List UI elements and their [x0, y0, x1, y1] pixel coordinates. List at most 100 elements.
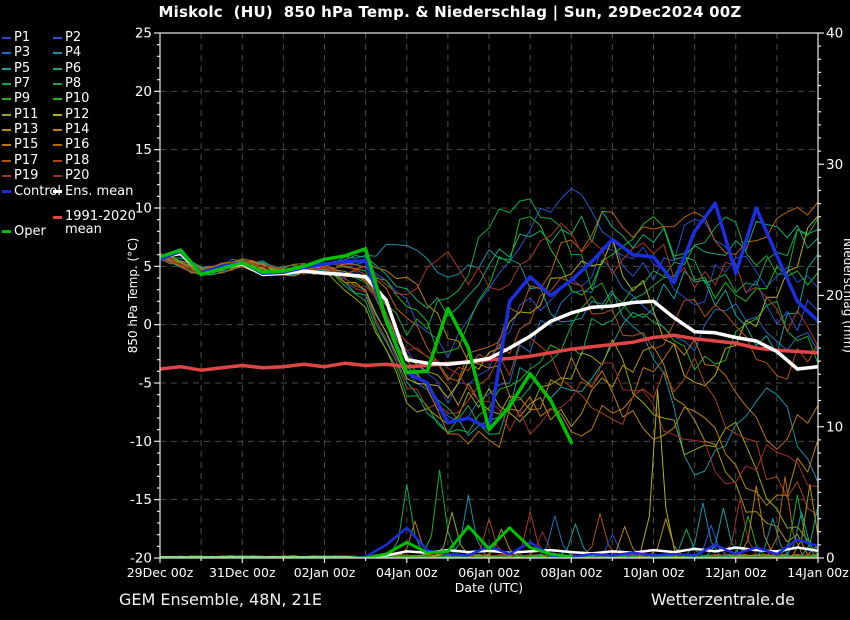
legend-swatch-icon	[2, 67, 11, 70]
legend-label: P8	[65, 76, 82, 92]
legend-label: P5	[14, 60, 31, 76]
x-axis-title: Date (UTC)	[455, 580, 523, 595]
precip-spike-P17	[581, 512, 619, 558]
legend-swatch-icon	[2, 98, 11, 101]
legend-swatch-icon	[2, 113, 11, 116]
x-tick-label: 14Jan 00z	[787, 565, 849, 580]
left-tick-label: -10	[130, 434, 152, 450]
legend-swatch-icon	[2, 83, 11, 86]
legend-label: Oper	[14, 224, 46, 239]
legend-swatch-icon	[53, 52, 62, 55]
legend-label: P2	[65, 30, 82, 45]
legend-swatch-icon	[2, 159, 11, 162]
legend-label: Ens. mean	[65, 183, 134, 199]
legend-label: P6	[65, 60, 82, 76]
precip-spike-P16	[766, 476, 805, 558]
oper-precip-line	[160, 525, 573, 558]
ensemble-legend: P1 P3 P5 P7 P9 P11 P13 P15 P17 P19 Control Oper P2 P4…	[0, 0, 155, 250]
precip-spike-P13	[646, 518, 685, 558]
axis-titles: 850 hPa Temp. (°C) Niederschlag (mm) Date …	[126, 238, 850, 595]
model-location-label: GEM Ensemble, 48N, 21E	[119, 590, 322, 609]
left-tick-label: 0	[143, 317, 152, 333]
legend-label: 1991-2020 mean	[65, 209, 136, 237]
legend-label: P16	[65, 137, 90, 153]
x-tick-label: 06Jan 00z	[458, 565, 520, 580]
source-watermark: Wetterzentrale.de	[650, 590, 795, 609]
legend-label: P18	[65, 152, 90, 168]
legend-swatch-icon	[53, 113, 62, 116]
right-tick-label: 30	[826, 157, 843, 173]
axis-tick-labels: 25 20 15 10 5 0 -5 -10 -15 -20 40 30 20 10 0 29Dec 00z 3…	[127, 26, 850, 581]
left-tick-label: 25	[135, 26, 152, 42]
precip-spike-P20	[523, 531, 562, 558]
legend-swatch-icon	[53, 216, 62, 219]
legend-swatch-icon	[2, 175, 11, 178]
precip-spike-P4	[449, 494, 488, 558]
x-tick-label: 08Jan 00z	[540, 565, 602, 580]
plot-area	[160, 188, 818, 558]
temp-line-P19	[160, 222, 818, 347]
legend-swatch-icon	[2, 189, 11, 193]
x-tick-label: 04Jan 00z	[376, 565, 438, 580]
legend-label: P9	[14, 91, 31, 107]
legend-label: P10	[65, 91, 90, 107]
gridlines	[160, 33, 818, 558]
temp-line-P9	[160, 253, 818, 434]
legend-label: P15	[14, 137, 39, 153]
right-tick-label: 0	[826, 551, 835, 567]
precip-spike-P13	[790, 484, 818, 558]
left-tick-label: 15	[135, 142, 152, 158]
left-axis-title: 850 hPa Temp. (°C)	[126, 238, 140, 354]
legend-label: P17	[14, 152, 39, 168]
legend-swatch-icon	[53, 175, 62, 178]
legend-swatch-icon	[2, 129, 11, 132]
oper-line	[160, 247, 574, 445]
legend-label: P14	[65, 122, 90, 138]
temp-line-P16	[160, 201, 818, 382]
left-tick-label: -15	[130, 492, 152, 508]
x-tick-label: 02Jan 00z	[294, 565, 356, 580]
legend-swatch-icon	[2, 144, 11, 147]
left-tick-label: 10	[135, 201, 152, 217]
legend-label: P3	[14, 45, 31, 61]
left-tick-label: 20	[135, 84, 152, 100]
legend-label: P13	[14, 122, 39, 138]
legend-label: P20	[65, 168, 90, 184]
legend-swatch-icon	[53, 129, 62, 132]
legend-swatch-icon	[53, 37, 62, 39]
legend-label: P4	[65, 45, 82, 61]
legend-label: P1	[14, 30, 31, 45]
precip-spike-P9	[420, 469, 459, 558]
legend-label: P11	[14, 106, 39, 122]
temp-line-P10	[160, 216, 818, 354]
x-tick-label: 10Jan 00z	[623, 565, 685, 580]
legend-swatch-icon	[53, 67, 62, 70]
temp-line-P6	[160, 210, 818, 317]
precip-baseline-P15	[160, 554, 818, 558]
x-tick-label: 31Dec 00z	[209, 565, 276, 580]
legend-label: P19	[14, 168, 39, 184]
control-precip-line	[160, 526, 818, 558]
precip-spike-P14	[737, 485, 776, 558]
right-tick-label: 40	[826, 26, 843, 42]
temp-line-P14	[160, 256, 818, 506]
legend-swatch-icon	[53, 159, 62, 162]
x-tick-label: 29Dec 00z	[127, 565, 194, 580]
legend-label: P12	[65, 106, 90, 122]
legend-label: Control	[14, 183, 61, 199]
left-tick-label: -20	[130, 551, 152, 567]
chart-title: Miskolc (HU) 850 hPa Temp. & Niederschla…	[158, 3, 742, 21]
axis-ticks	[154, 32, 824, 563]
legend-swatch-icon	[53, 98, 62, 101]
legend-label: P7	[14, 76, 31, 92]
x-tick-label: 12Jan 00z	[705, 565, 767, 580]
right-axis-title: Niederschlag (mm)	[841, 238, 850, 353]
right-tick-label: 20	[826, 288, 843, 304]
legend-swatch-icon	[2, 52, 11, 55]
legend-swatch-icon	[2, 37, 11, 39]
legend-swatch-icon	[53, 144, 62, 147]
right-tick-label: 10	[826, 419, 843, 435]
legend-swatch-icon	[53, 189, 62, 193]
